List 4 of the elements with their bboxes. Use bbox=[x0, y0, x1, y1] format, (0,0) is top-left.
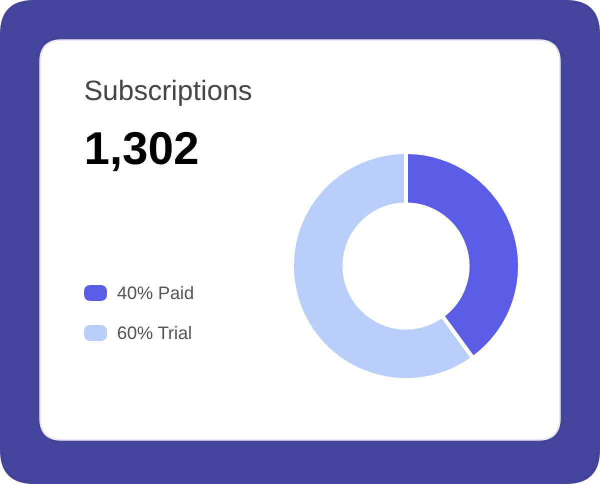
chart-title: Subscriptions bbox=[84, 74, 252, 106]
legend-label: 40% Paid bbox=[117, 283, 194, 303]
text: 1,302 bbox=[84, 122, 200, 174]
legend-label: 60% Trial bbox=[117, 323, 192, 343]
